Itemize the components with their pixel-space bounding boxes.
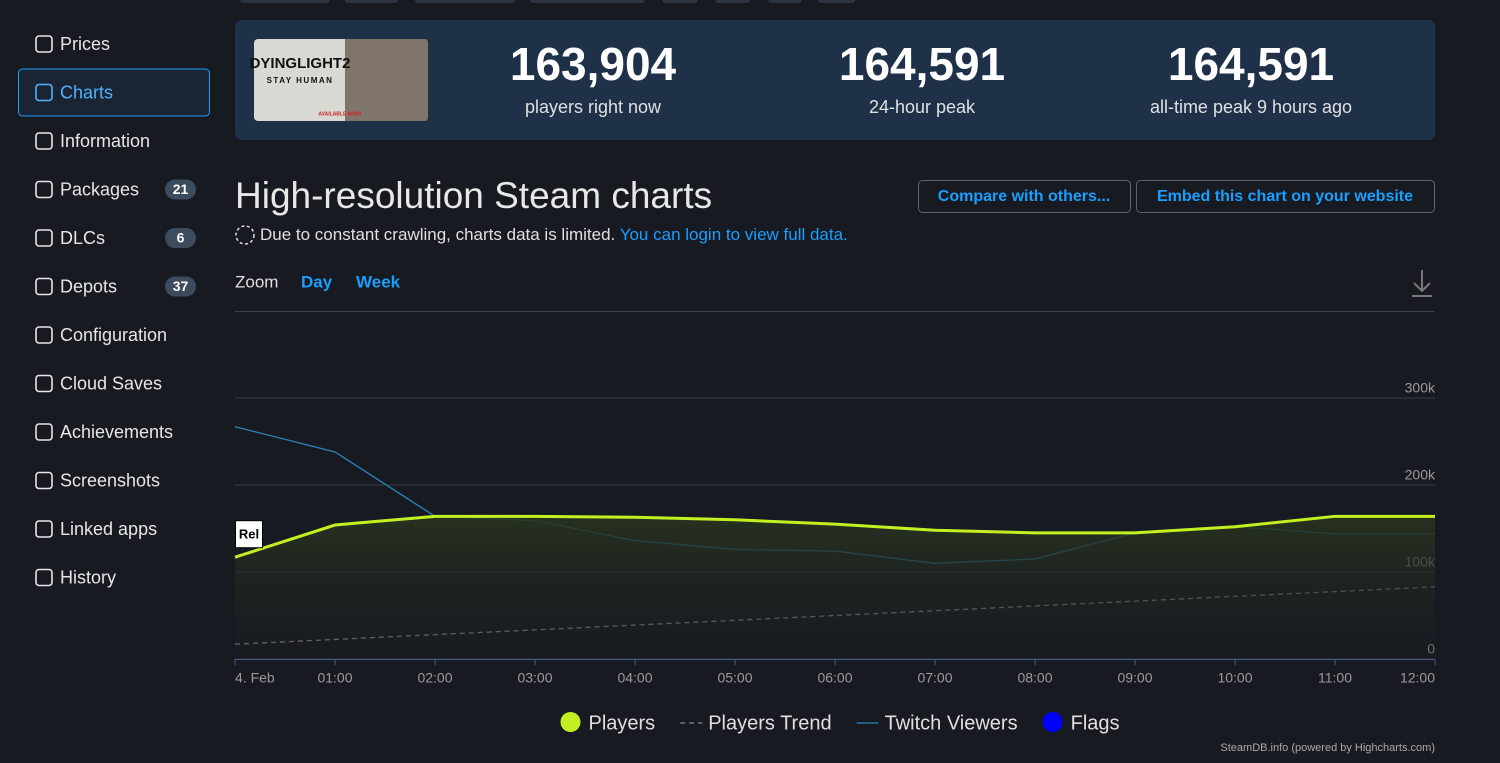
embed-button[interactable]	[1136, 180, 1435, 213]
item-icon	[35, 277, 53, 296]
badge	[165, 179, 196, 200]
item-icon	[35, 180, 53, 199]
compare-button-label[interactable]: Compare with others...	[938, 188, 1110, 205]
stat-value: 164,591	[1168, 38, 1334, 90]
notice: Due to constant crawling, charts data is…	[260, 225, 848, 244]
stats-panel	[235, 20, 1435, 140]
stat-label: players right now	[525, 97, 662, 117]
item-icon	[35, 471, 53, 490]
logo-subtitle: STAY HUMAN	[267, 76, 334, 85]
legend-label[interactable]: Twitch Viewers	[885, 712, 1018, 734]
legend-symbol	[560, 712, 581, 732]
x-tick-label: 01:00	[317, 670, 352, 686]
compare-button[interactable]	[918, 180, 1131, 213]
x-tick-label: 10:00	[1217, 670, 1252, 686]
heading: High-resolution Steam charts	[235, 175, 712, 216]
x-tick-label: 12:00	[1400, 670, 1435, 686]
zoom-label: Zoom	[235, 272, 278, 291]
sidebar-item[interactable]: Charts	[60, 82, 113, 102]
legend-label[interactable]: Flags	[1071, 712, 1120, 734]
sidebar-item[interactable]: Packages	[60, 179, 139, 199]
flag[interactable]	[235, 520, 263, 549]
tab[interactable]	[662, 0, 698, 3]
credits[interactable]: SteamDB.info (powered by Highcharts.com)	[1220, 742, 1435, 754]
x-tick-label: 08:00	[1017, 670, 1052, 686]
series-line	[234, 514, 1435, 559]
item-icon	[35, 374, 53, 393]
series-area	[235, 516, 1435, 659]
item-icon	[35, 568, 53, 587]
badge-label: 6	[177, 230, 185, 246]
zoom-day[interactable]: Day	[301, 272, 333, 291]
sidebar-item[interactable]: Configuration	[60, 325, 167, 345]
badge	[165, 276, 196, 297]
download-glyph[interactable]	[1412, 270, 1432, 297]
download-icon[interactable]	[1412, 270, 1432, 297]
sidebar-item[interactable]: Achievements	[60, 422, 173, 442]
sidebar-item[interactable]: Depots	[60, 276, 117, 296]
badge-label: 37	[173, 278, 189, 294]
legend-label[interactable]: Players	[588, 712, 655, 734]
chart: 0100k200k300k4. Feb01:0002:0003:0004:000…	[234, 311, 1436, 734]
notice-text: Due to constant crawling, charts data is…	[260, 225, 615, 244]
sidebar-item[interactable]: Information	[60, 131, 150, 151]
sidebar-item[interactable]: DLCs	[60, 228, 105, 248]
stat-label: all-time peak 9 hours ago	[1150, 97, 1352, 117]
sidebar-item[interactable]: Cloud Saves	[60, 373, 162, 393]
item-icon	[35, 132, 53, 150]
tab[interactable]	[415, 0, 515, 3]
legend: Players Players Trend Twitch Viewers Flags	[560, 712, 1120, 734]
active-item-box	[18, 68, 210, 117]
tab[interactable]	[715, 0, 750, 3]
stat-label: 24-hour peak	[869, 97, 976, 117]
x-tick-label: 4. Feb	[235, 670, 275, 686]
x-tick-label: 07:00	[917, 670, 952, 686]
sidebar-item[interactable]: Screenshots	[60, 470, 160, 490]
badge	[165, 228, 196, 248]
x-tick-label: 03:00	[517, 670, 552, 686]
y-tick-label: 300k	[1405, 380, 1436, 396]
item-icon	[35, 520, 53, 538]
badge-label: 21	[173, 181, 189, 197]
stats: 163,904 players right now 164,591 24-hour p…	[510, 38, 1352, 117]
sidebar-item[interactable]: History	[60, 567, 116, 587]
tab[interactable]	[818, 0, 855, 3]
stat-value: 164,591	[839, 38, 1005, 90]
tab[interactable]	[345, 0, 398, 3]
tab[interactable]	[768, 0, 802, 3]
notice-link[interactable]: You can login to view full data.	[620, 225, 848, 244]
x-tick-label: 02:00	[417, 670, 452, 686]
x-tick-label: 09:00	[1117, 670, 1152, 686]
tab[interactable]	[240, 0, 330, 3]
logo-title: DYINGLIGHT2	[250, 55, 351, 72]
zoom-week[interactable]: Week	[356, 272, 401, 291]
stat-value: 163,904	[510, 38, 677, 90]
buttons: Compare with others... Embed this chart …	[918, 180, 1435, 213]
item-icon	[35, 35, 53, 53]
logo-art	[345, 39, 428, 121]
item-icon	[35, 423, 53, 441]
logo-badge: AVAILABLE NOW!	[318, 111, 361, 117]
sidebar-item[interactable]: Prices	[60, 34, 110, 54]
legend-symbol	[1042, 712, 1063, 732]
notice-icon	[235, 225, 255, 245]
tab[interactable]	[530, 0, 645, 3]
y-tick-label: 200k	[1405, 467, 1436, 483]
x-tick-label: 06:00	[817, 670, 852, 686]
x-tick-label: 05:00	[717, 670, 752, 686]
x-tick-label: 11:00	[1318, 670, 1352, 686]
legend-label[interactable]: Players Trend	[708, 712, 831, 734]
game-logo: DYINGLIGHT2 STAY HUMAN AVAILABLE NOW!	[250, 39, 428, 121]
item-icon	[35, 83, 53, 102]
x-tick-label: 04:00	[617, 670, 652, 686]
flag-label: Rel	[239, 527, 259, 542]
sidebar: Prices Charts Information Packages 21 DLCs 6 De…	[18, 34, 210, 587]
sidebar-item[interactable]: Linked apps	[60, 519, 157, 539]
item-icon	[35, 229, 53, 247]
embed-button-label[interactable]: Embed this chart on your website	[1157, 188, 1413, 205]
top-tabs	[240, 0, 855, 3]
item-icon	[35, 326, 53, 344]
